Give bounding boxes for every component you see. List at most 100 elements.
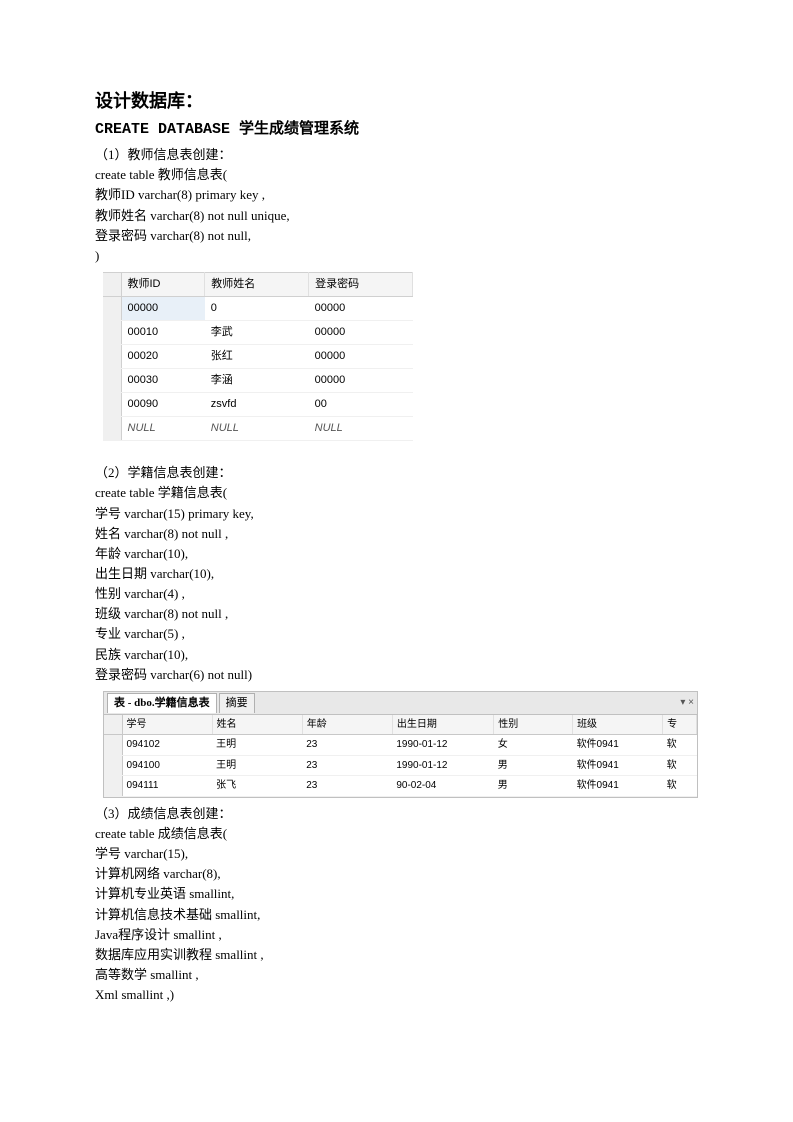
cell[interactable]: 李涵 [205,369,309,393]
code-line: 年龄 varchar(10), [95,544,698,564]
row-selector[interactable] [103,417,121,441]
table-row[interactable]: 00090 zsvfd 00 [103,393,413,417]
cell[interactable]: 1990-01-12 [392,735,493,756]
col-header[interactable]: 姓名 [212,715,302,735]
code-line: ) [95,246,698,266]
code-line: Xml smallint ,) [95,985,698,1005]
code-line: Java程序设计 smallint , [95,925,698,945]
cell[interactable]: 女 [494,735,573,756]
cell[interactable]: 00020 [121,345,205,369]
cell[interactable]: 00030 [121,369,205,393]
code-line: 专业 varchar(5) , [95,624,698,644]
row-selector[interactable] [104,776,122,797]
table-row[interactable]: 00020 张红 00000 [103,345,413,369]
cell[interactable]: 1990-01-12 [392,755,493,776]
table-row-null[interactable]: NULL NULL NULL [103,417,413,441]
col-header[interactable]: 学号 [122,715,212,735]
teacher-table: 教师ID 教师姓名 登录密码 00000 0 00000 00010 李武 00… [103,272,698,441]
cell[interactable]: 软 [663,776,697,797]
code-line: 登录密码 varchar(6) not null) [95,665,698,685]
col-header[interactable]: 班级 [573,715,663,735]
col-header[interactable]: 教师姓名 [205,272,309,296]
code-line: 登录密码 varchar(8) not null, [95,226,698,246]
row-selector[interactable] [103,345,121,369]
cell[interactable]: 094111 [122,776,212,797]
cell-null[interactable]: NULL [205,417,309,441]
cell[interactable]: 00000 [309,369,413,393]
row-selector[interactable] [103,393,121,417]
cell[interactable]: 王明 [212,755,302,776]
cell[interactable]: 00000 [309,345,413,369]
cell[interactable]: 男 [494,755,573,776]
create-database-stmt: CREATE DATABASE 学生成绩管理系统 [95,118,698,141]
cell[interactable]: 00000 [309,321,413,345]
cell[interactable]: 23 [302,776,392,797]
cell[interactable]: 软件0941 [573,755,663,776]
code-line: 计算机网络 varchar(8), [95,864,698,884]
cell[interactable]: 00000 [309,297,413,321]
row-selector[interactable] [104,755,122,776]
col-header[interactable]: 年龄 [302,715,392,735]
cell[interactable]: 李武 [205,321,309,345]
code-line: 教师姓名 varchar(8) not null unique, [95,206,698,226]
code-line: 学号 varchar(15) primary key, [95,504,698,524]
table-row[interactable]: 094111 张飞 23 90-02-04 男 软件0941 软 [104,776,697,797]
cell-null[interactable]: NULL [309,417,413,441]
code-line: 民族 varchar(10), [95,645,698,665]
cell[interactable]: 094102 [122,735,212,756]
cell[interactable]: 00010 [121,321,205,345]
cell[interactable]: 23 [302,735,392,756]
row-selector[interactable] [104,735,122,756]
cell[interactable]: 软件0941 [573,735,663,756]
table-header-row: 教师ID 教师姓名 登录密码 [103,272,413,296]
page-heading: 设计数据库： [95,88,698,116]
cell[interactable]: 00090 [121,393,205,417]
cell[interactable]: zsvfd [205,393,309,417]
code-line: 计算机信息技术基础 smallint, [95,905,698,925]
cell[interactable]: 张红 [205,345,309,369]
code-line: 学号 varchar(15), [95,844,698,864]
row-selector[interactable] [103,369,121,393]
cell[interactable]: 王明 [212,735,302,756]
code-line: 姓名 varchar(8) not null , [95,524,698,544]
table-row[interactable]: 094102 王明 23 1990-01-12 女 软件0941 软 [104,735,697,756]
col-header[interactable]: 性别 [494,715,573,735]
tab-summary[interactable]: 摘要 [219,693,255,713]
code-line: 数据库应用实训教程 smallint , [95,945,698,965]
col-header[interactable]: 专 [663,715,697,735]
table-row[interactable]: 00010 李武 00000 [103,321,413,345]
cell[interactable]: 软件0941 [573,776,663,797]
table-row[interactable]: 094100 王明 23 1990-01-12 男 软件0941 软 [104,755,697,776]
cell[interactable]: 094100 [122,755,212,776]
section2-title: （2）学籍信息表创建： [95,463,698,483]
cell[interactable]: 00000 [121,297,205,321]
code-line: 高等数学 smallint , [95,965,698,985]
table-row[interactable]: 00000 0 00000 [103,297,413,321]
tab-bar: 表 - dbo.学籍信息表 摘要 ▾ × [104,692,697,715]
cell[interactable]: 0 [205,297,309,321]
code-line: create table 教师信息表( [95,165,698,185]
code-line: 计算机专业英语 smallint, [95,884,698,904]
window-buttons[interactable]: ▾ × [680,695,694,711]
cell[interactable]: 90-02-04 [392,776,493,797]
col-header[interactable]: 教师ID [121,272,205,296]
cell[interactable]: 软 [663,755,697,776]
code-line: 班级 varchar(8) not null , [95,604,698,624]
cell[interactable]: 男 [494,776,573,797]
col-header[interactable]: 出生日期 [392,715,493,735]
row-selector[interactable] [103,321,121,345]
table-row[interactable]: 00030 李涵 00000 [103,369,413,393]
table-header-row: 学号 姓名 年龄 出生日期 性别 班级 专 [104,715,697,735]
row-selector[interactable] [103,297,121,321]
cell[interactable]: 软 [663,735,697,756]
cell[interactable]: 23 [302,755,392,776]
col-header[interactable]: 登录密码 [309,272,413,296]
code-line: 出生日期 varchar(10), [95,564,698,584]
cell-null[interactable]: NULL [121,417,205,441]
row-header-blank [104,715,122,735]
code-line: 教师ID varchar(8) primary key , [95,185,698,205]
row-header-blank [103,272,121,296]
cell[interactable]: 张飞 [212,776,302,797]
tab-table[interactable]: 表 - dbo.学籍信息表 [107,693,217,713]
cell[interactable]: 00 [309,393,413,417]
